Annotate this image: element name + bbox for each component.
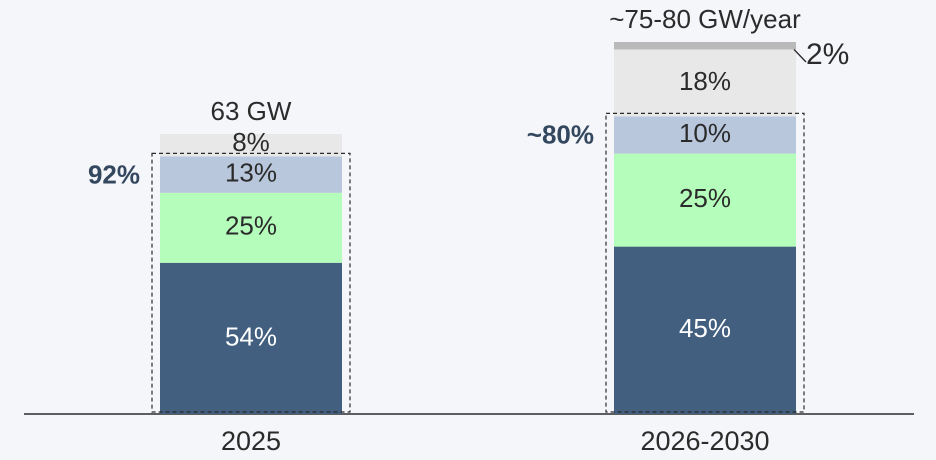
bar-segment-2-1 [160,192,342,263]
bar-segment-label-3-2: 10% [679,118,731,148]
bar-segment-label-4-2: 18% [679,66,731,96]
bar-segment-1-1 [160,262,342,414]
bracket-label-1: 92% [88,159,140,189]
total-label-1: 63 GW [211,96,292,126]
bar-segment-label-1-1: 54% [225,321,277,351]
bar-segment-3-2 [614,116,796,154]
bar-segment-label-4-1: 8% [232,127,270,157]
bar-segment-label-2-1: 25% [225,211,277,241]
leader-line-2 [793,48,807,63]
bar-segment-1-2 [614,246,796,414]
bar-segment-label-1-2: 45% [679,313,731,343]
bar-segment-label-2-2: 25% [679,183,731,213]
bar-segment-label-5-2: 2% [806,38,849,71]
bar-segment-2-2 [614,153,796,247]
bar-segment-4-2 [614,49,796,117]
bar-segment-4-1 [160,134,342,157]
dashed-bracket-1 [151,152,351,413]
category-label-1: 2025 [221,426,281,456]
bracket-label-2: ~80% [527,119,594,149]
bar-segment-3-1 [160,156,342,193]
dashed-bracket-2 [605,112,805,413]
category-label-2: 2026-2030 [640,426,769,456]
bar-segment-label-3-1: 13% [225,157,277,187]
total-label-2: ~75-80 GW/year [609,4,801,34]
bar-segment-5-2 [614,42,796,50]
